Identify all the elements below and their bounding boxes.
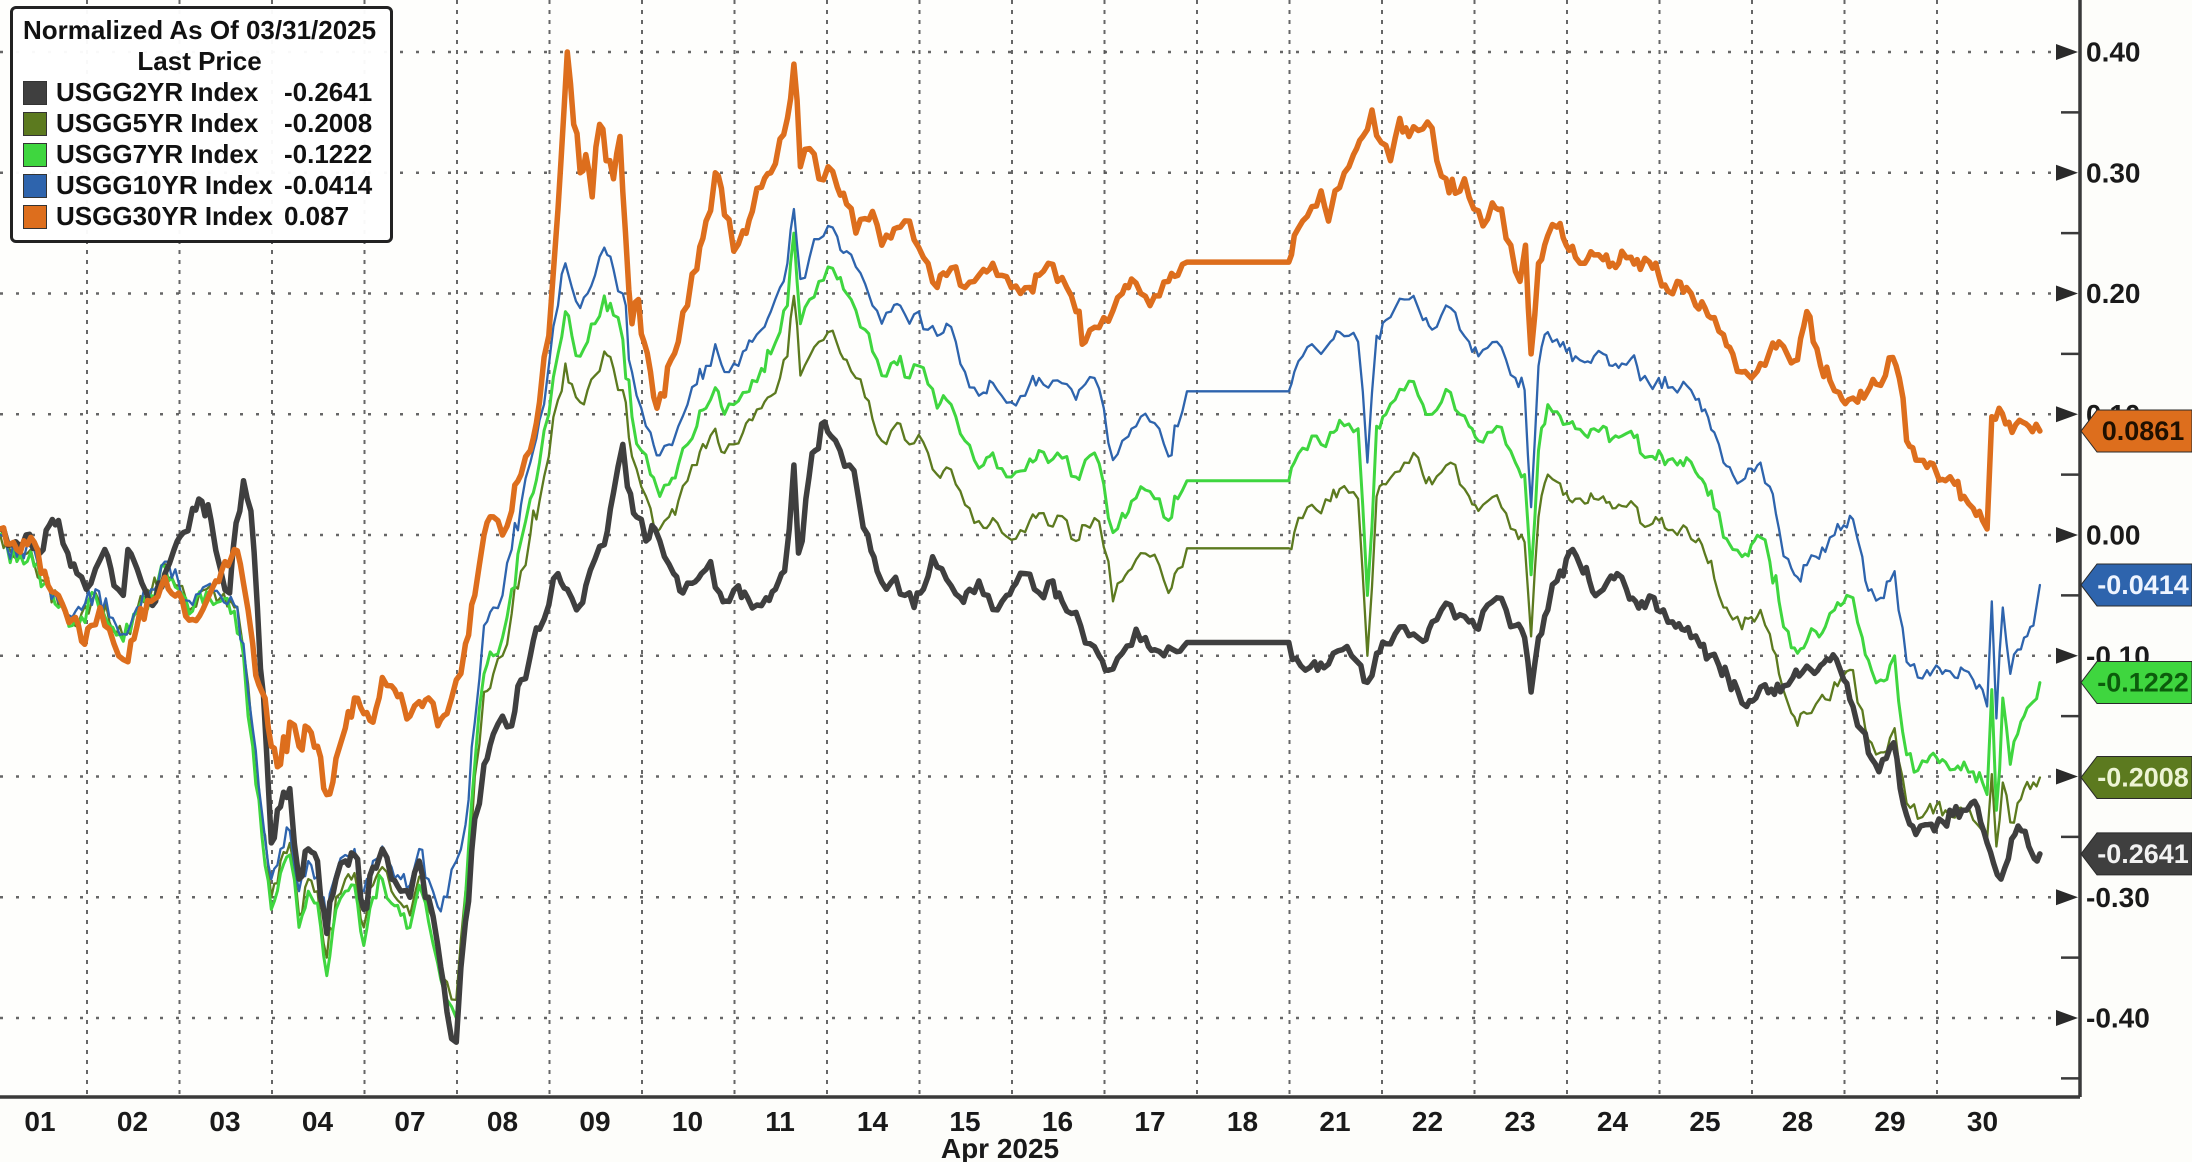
legend-series-name: USGG10YR Index [56,170,273,200]
y-axis-tick-arrow-icon [2056,406,2078,423]
last-price-badge [2080,832,2192,876]
x-axis-tick-label: 21 [1319,1106,1350,1137]
legend-item[interactable]: USGG5YR Index -0.2008 [23,108,376,139]
x-axis-tick-label: 30 [1967,1106,1998,1137]
x-axis-tick-label: 09 [579,1106,610,1137]
chart-legend: Normalized As Of 03/31/2025 Last Price U… [10,6,394,243]
y-axis-tick-label: -0.40 [2086,1003,2150,1034]
y-axis-tick-label: 0.30 [2086,157,2141,188]
x-axis-tick-label: 25 [1689,1106,1720,1137]
legend-title: Normalized As Of 03/31/2025 [23,15,377,45]
legend-subtitle: Last Price [137,46,262,76]
x-axis-tick-label: 04 [302,1106,334,1137]
x-axis-tick-label: 28 [1782,1106,1813,1137]
last-price-badge [2080,755,2192,799]
last-price-badge [2080,563,2192,607]
legend-series-name: USGG7YR Index [56,139,259,169]
legend-series-name: USGG30YR Index [56,201,273,231]
x-axis-tick-label: 24 [1597,1106,1629,1137]
x-axis-tick-label: 16 [1042,1106,1073,1137]
x-axis-tick-label: 10 [672,1106,703,1137]
y-axis-tick-label: -0.30 [2086,882,2150,913]
series-line-usgg2yr [0,419,2043,1045]
legend-item[interactable]: USGG7YR Index -0.1222 [23,139,376,170]
series-line-usgg10yr [0,207,2042,923]
legend-series-value: -0.0414 [284,170,373,200]
legend-series-name: USGG5YR Index [56,108,259,138]
x-axis-tick-label: 17 [1134,1106,1165,1137]
x-axis-tick-label: 22 [1412,1106,1443,1137]
y-axis-tick-arrow-icon [2056,164,2078,181]
last-price-badge-value: -0.2008 [2097,762,2189,792]
series-layer [0,49,2043,1045]
legend-series-value: -0.2008 [284,108,373,138]
x-axis-tick-label: 03 [209,1106,240,1137]
x-axis-tick-label: 15 [949,1106,980,1137]
last-price-badge-value: -0.1222 [2097,668,2189,698]
y-axis-tick-arrow-icon [2056,44,2078,60]
legend-series-name: USGG2YR Index [56,77,259,107]
legend-series-value: -0.2641 [284,77,373,107]
last-price-badge [2080,409,2192,453]
last-price-badge [2080,661,2192,705]
legend-item[interactable]: USGG30YR Index 0.087 [23,201,376,232]
x-axis-tick-label: 14 [857,1106,889,1137]
legend-swatch-icon [23,80,47,105]
x-axis-tick-label: 02 [117,1106,148,1137]
legend-swatch-icon [23,204,47,229]
legend-swatch-icon [23,173,47,198]
x-axis-tick-label: 29 [1874,1106,1905,1137]
last-price-badge-value: 0.0861 [2102,416,2185,446]
y-axis-tick-arrow-icon [2056,527,2078,543]
last-price-badge-value: -0.0414 [2097,570,2189,600]
legend-swatch-icon [23,142,47,167]
y-axis-tick-label: 0.00 [2086,520,2141,551]
x-axis-tick-label: 01 [24,1106,55,1137]
y-axis-tick-label: 0.40 [2086,37,2141,68]
legend-series-value: 0.087 [284,201,350,231]
y-axis-tick-arrow-icon [2056,285,2078,302]
series-line-usgg30yr [0,49,2043,798]
legend-item[interactable]: USGG10YR Index -0.0414 [23,170,376,201]
legend-series-value: -0.1222 [284,139,373,169]
x-axis-tick-label: 11 [765,1106,795,1137]
y-axis-tick-arrow-icon [2056,647,2078,664]
legend-swatch-icon [23,111,47,136]
x-axis-tick-label: 18 [1227,1106,1258,1137]
y-axis-tick-arrow-icon [2056,1010,2078,1026]
last-price-badge-value: -0.2641 [2097,839,2189,869]
y-axis-tick-arrow-icon [2056,768,2078,785]
legend-item[interactable]: USGG2YR Index -0.2641 [23,77,376,108]
x-axis-tick-label: 07 [394,1106,425,1137]
x-axis-tick-label: 08 [487,1106,518,1137]
x-axis-tick-label: 23 [1504,1106,1535,1137]
y-axis-tick-label: 0.20 [2086,278,2141,309]
series-line-usgg5yr [0,294,2042,1002]
x-axis-title: Apr 2025 [941,1133,1059,1162]
series-line-usgg7yr [0,231,2042,1020]
y-axis-tick-arrow-icon [2056,889,2078,906]
